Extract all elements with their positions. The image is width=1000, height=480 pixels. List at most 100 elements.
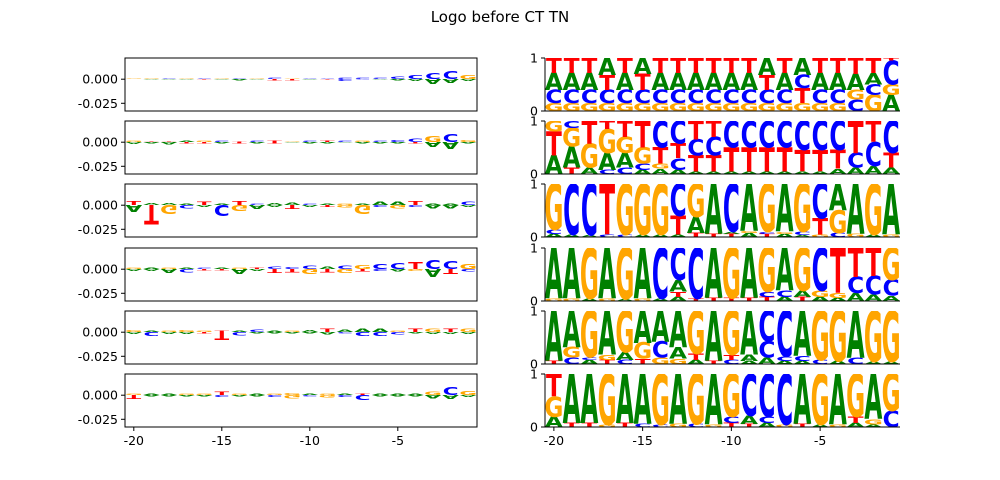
logo-letter: T <box>777 140 793 179</box>
logo-letter: G <box>651 361 670 442</box>
logo-letter: C <box>372 269 388 272</box>
logo-letter: A <box>580 68 598 96</box>
y-tick-label: -0.025 <box>78 349 118 364</box>
logo-letter: C <box>847 150 864 173</box>
logo-letter: T <box>408 142 424 144</box>
logo-letter: C <box>670 240 687 291</box>
logo-letter: C <box>581 170 598 252</box>
logo-letter: A <box>460 395 477 398</box>
logo-letter: A <box>740 235 758 315</box>
logo-letter: A <box>425 203 442 205</box>
logo-letter: A <box>882 171 900 252</box>
logo-letter: G <box>811 101 830 114</box>
logo-letter: G <box>722 101 741 114</box>
logo-letter: G <box>598 424 617 428</box>
logo-letter: C <box>883 276 900 301</box>
logo-letter: T <box>865 240 881 286</box>
logo-letter: T <box>232 141 248 142</box>
logo-letter: A <box>882 91 900 116</box>
logo-letter: T <box>723 353 739 362</box>
logo-letter: G <box>195 394 213 396</box>
logo-letter: G <box>615 101 634 114</box>
logo-letter: A <box>354 142 371 144</box>
logo-letter: A <box>829 360 847 365</box>
logo-letter: G <box>266 393 284 395</box>
logo-letter: A <box>178 395 195 397</box>
logo-letter: A <box>616 298 634 301</box>
logo-letter: C <box>741 86 758 107</box>
logo-letter: T <box>250 267 265 269</box>
y-tick-label: 0 <box>530 167 538 182</box>
logo-letter: C <box>443 260 459 273</box>
logo-letter: A <box>651 298 669 302</box>
logo-letter: G <box>828 206 847 241</box>
logo-letter: C <box>390 140 406 143</box>
logo-letter: G <box>811 361 830 442</box>
logo-letter: T <box>546 124 562 163</box>
logo-letter: G <box>125 268 143 270</box>
logo-letter: T <box>723 297 740 302</box>
logo-letter: C <box>776 355 793 362</box>
logo-letter: A <box>580 166 599 176</box>
logo-letter: T <box>599 358 615 365</box>
logo-letter: C <box>687 235 704 316</box>
logo-letter: A <box>372 202 389 207</box>
logo-letter: A <box>669 168 687 175</box>
logo-letter: A <box>372 79 389 80</box>
logo-letter: G <box>143 79 161 80</box>
y-tick-label: -0.025 <box>78 286 118 301</box>
logo-letter: A <box>545 68 563 96</box>
logo-letter: A <box>669 361 687 441</box>
logo-letter: C <box>545 86 562 107</box>
logo-letter: C <box>758 86 775 107</box>
logo-letter: A <box>143 142 160 144</box>
logo-letter: A <box>598 148 616 176</box>
logo-letter: C <box>758 290 775 299</box>
logo-letter: C <box>687 423 704 428</box>
logo-letter: T <box>635 70 651 95</box>
logo-letter: T <box>599 72 615 95</box>
logo-letter: G <box>757 101 776 114</box>
logo-letter: C <box>705 131 722 161</box>
logo-letter: A <box>425 141 443 149</box>
logo-letter: C <box>179 204 195 209</box>
logo-letter: A <box>249 394 266 396</box>
logo-letter: T <box>706 152 722 177</box>
logo-letter: G <box>459 263 477 271</box>
axes-frame <box>124 373 478 428</box>
logo-letter: A <box>793 53 811 81</box>
logo-letter: C <box>634 423 651 428</box>
logo-letter: G <box>544 118 563 135</box>
logo-letter: C <box>847 96 864 115</box>
logo-letter: T <box>144 141 160 142</box>
logo-letter: T <box>812 215 828 240</box>
logo-letter: A <box>811 171 829 175</box>
logo-letter: A <box>266 205 283 208</box>
axes-frame <box>124 120 478 175</box>
logo-letter: G <box>248 78 266 79</box>
logo-letter: C <box>812 235 829 305</box>
logo-letter: T <box>706 297 723 302</box>
logo-letter: A <box>705 171 723 251</box>
logo-letter: C <box>460 268 476 272</box>
logo-letter: T <box>599 171 615 252</box>
logo-letter: A <box>651 234 669 238</box>
logo-letter: A <box>389 268 406 272</box>
logo-letter: A <box>740 299 758 369</box>
logo-letter: T <box>670 210 686 240</box>
logo-letter: T <box>408 329 423 334</box>
logo-letter: A <box>793 361 811 441</box>
logo-letter: T <box>652 144 668 169</box>
logo-letter: G <box>722 361 741 431</box>
logo-letter: C <box>705 86 722 107</box>
logo-letter: G <box>231 203 249 212</box>
logo-letter: A <box>178 203 195 205</box>
logo-letter: T <box>267 79 282 81</box>
logo-letter: A <box>143 330 160 332</box>
logo-letter: C <box>337 332 353 334</box>
logo-letter: A <box>389 142 406 144</box>
logo-letter: G <box>407 269 425 272</box>
logo-letter: T <box>179 142 195 144</box>
logo-letter: G <box>544 391 563 424</box>
